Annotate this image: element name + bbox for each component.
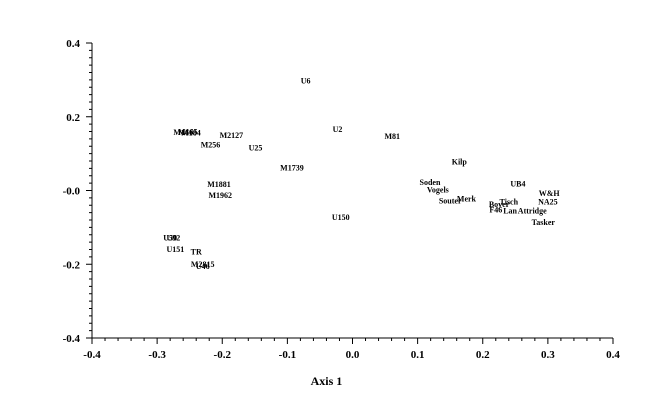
point-label: UB4 xyxy=(510,179,525,188)
point-label: U2 xyxy=(333,125,343,134)
axes xyxy=(91,43,613,339)
x-axis-title: Axis 1 xyxy=(311,374,343,388)
x-ticks: -0.4 -0.3 -0.2 -0.1 0.0 0.1 0.2 0.3 0.4 xyxy=(83,338,620,361)
x-tick-label: 0.2 xyxy=(476,349,490,361)
point-label: M166 xyxy=(173,128,193,137)
y-tick-label: -0.0 xyxy=(63,186,81,198)
point-label: TR xyxy=(191,247,202,256)
x-tick-label: -0.4 xyxy=(83,349,101,361)
point-label: M1739 xyxy=(280,164,304,173)
point-label: U92 xyxy=(167,233,181,242)
point-label: M2127 xyxy=(220,131,244,140)
y-tick-label: -0.4 xyxy=(63,333,81,345)
point-label: U150 xyxy=(332,213,350,222)
point-label: Attridge xyxy=(518,207,547,216)
x-tick-label: -0.3 xyxy=(148,349,166,361)
point-label: U25 xyxy=(249,144,263,153)
x-tick-label: 0.3 xyxy=(541,349,555,361)
point-label: NA25 xyxy=(538,197,558,206)
point-label: F46 xyxy=(489,206,502,215)
point-label: Tisch xyxy=(500,197,519,206)
x-tick-label: 0.4 xyxy=(606,349,620,361)
point-label: U46 xyxy=(196,262,210,271)
point-label: U50 xyxy=(163,233,177,242)
point-label: M184 xyxy=(181,129,201,138)
x-tick-label: -0.2 xyxy=(214,349,232,361)
point-label: Tasker xyxy=(532,218,556,227)
point-label: M2815 xyxy=(191,260,215,269)
point-label: M1962 xyxy=(209,191,233,200)
y-tick-label: -0.2 xyxy=(63,259,81,271)
x-tick-label: -0.1 xyxy=(279,349,296,361)
point-label: W&H xyxy=(539,189,561,198)
y-tick-label: 0.2 xyxy=(66,112,80,124)
point-label: U151 xyxy=(166,245,184,254)
point-label: Souter xyxy=(439,196,462,205)
point-label: Merk xyxy=(457,195,477,204)
point-label: Lan xyxy=(503,207,517,216)
point-label: M81 xyxy=(384,132,400,141)
point-label: Kilp xyxy=(452,158,468,167)
point-label: U6 xyxy=(301,77,311,86)
y-tick-label: 0.4 xyxy=(66,38,80,50)
point-label: Vogels xyxy=(427,185,449,194)
x-tick-label: 0.0 xyxy=(346,349,360,361)
point-label: Boyer xyxy=(489,200,510,209)
point-label: M165 xyxy=(178,127,198,136)
point-label: Soden xyxy=(420,178,441,187)
point-label: M256 xyxy=(201,141,221,150)
point-label: M1881 xyxy=(207,180,231,189)
y-ticks: 0.4 0.2 -0.0 -0.2 -0.4 xyxy=(63,38,92,345)
x-tick-label: 0.1 xyxy=(411,349,425,361)
